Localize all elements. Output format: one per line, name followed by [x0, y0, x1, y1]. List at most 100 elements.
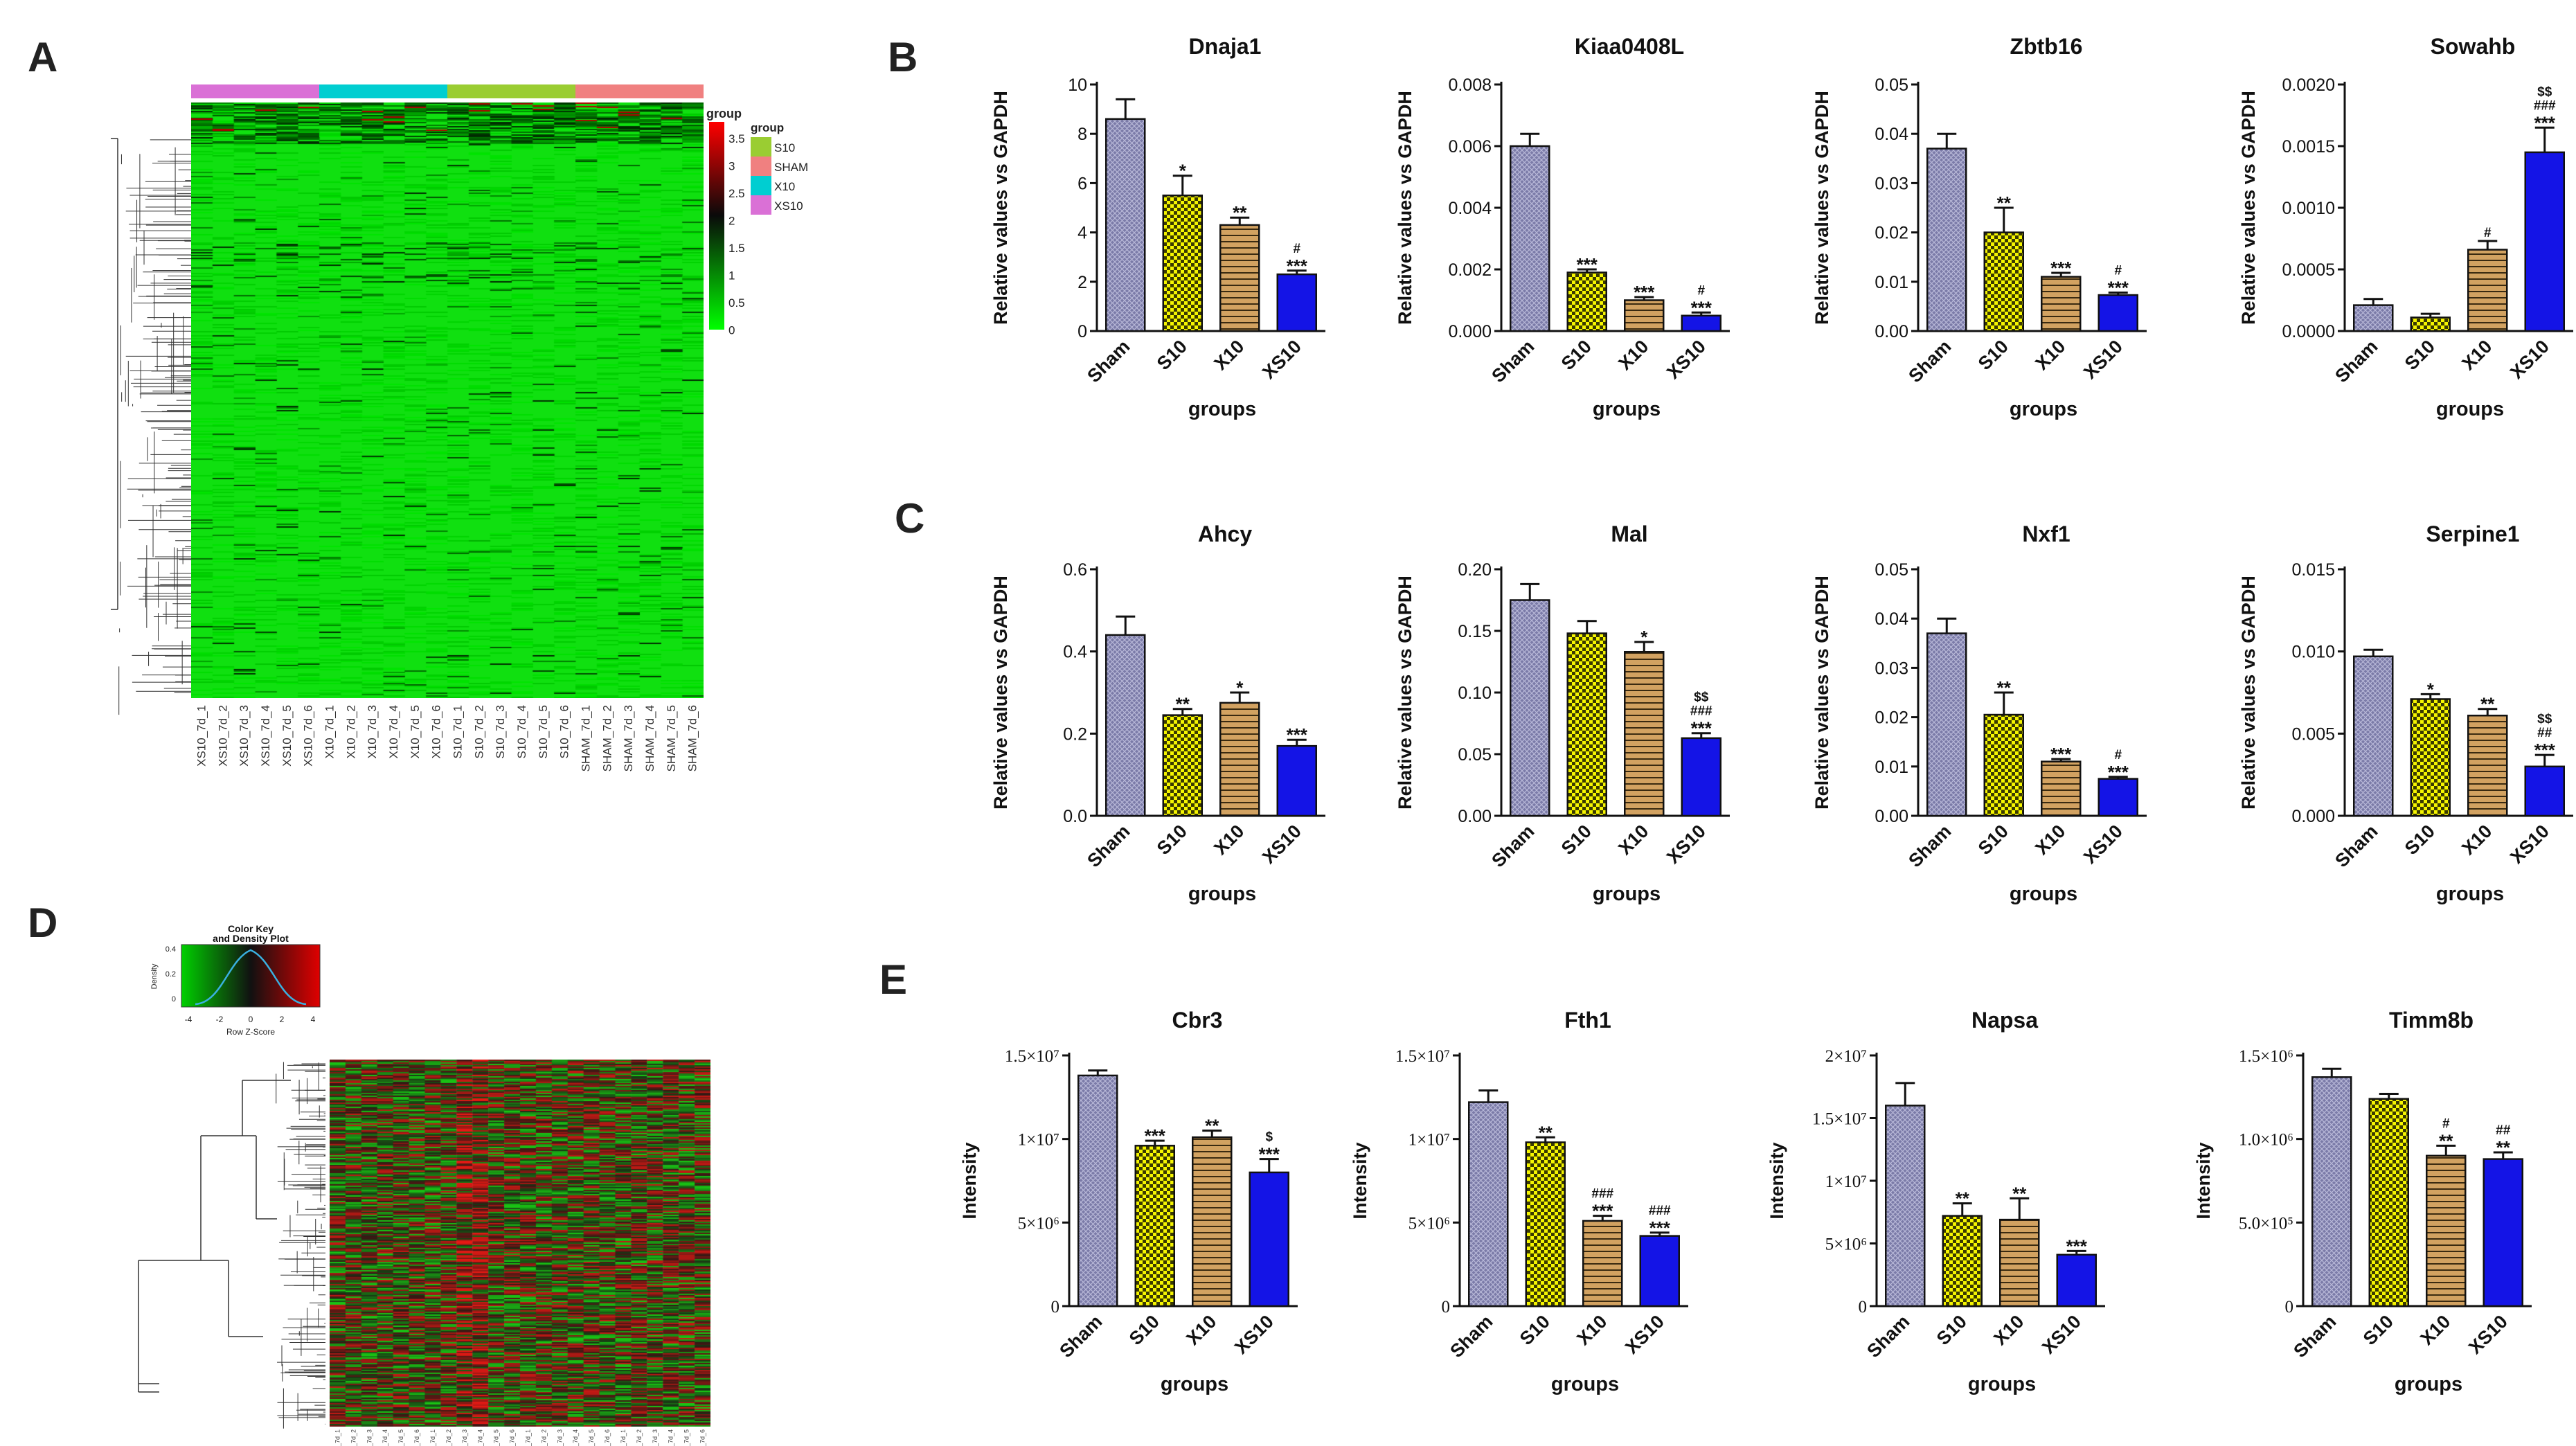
- x-tick-label: Sham: [1904, 336, 1955, 386]
- y-axis-label: Relative values vs GAPDH: [2238, 91, 2259, 325]
- heatmap-d-sample-label: X10_7d_1: [524, 1429, 531, 1446]
- x-tick-label: Sham: [1083, 336, 1134, 386]
- y-tick-label: 1.5×10⁷: [1005, 1047, 1059, 1066]
- significance-mark: ***: [2050, 744, 2072, 765]
- sample-label: S10_7d_1: [451, 705, 464, 759]
- significance-mark: **: [1997, 193, 2012, 213]
- group-bar-segment: [575, 84, 704, 98]
- x-axis-label: groups: [2010, 883, 2077, 905]
- x-axis-label: groups: [2436, 398, 2504, 420]
- density-curve: [195, 949, 307, 1006]
- y-tick-label: 0.04: [1875, 125, 1908, 144]
- x-tick-label: XS10: [1663, 336, 1710, 383]
- heatmap-d-sample-label: XS10_7d_5: [683, 1429, 690, 1446]
- legend-swatch: [751, 157, 771, 176]
- heatmap-d-sample-label: S10_7d_1: [334, 1429, 341, 1446]
- y-tick-label: 0.0015: [2282, 137, 2335, 157]
- key-x-tick: -4: [185, 1015, 193, 1024]
- significance-mark: ***: [1691, 297, 1712, 318]
- x-tick-label: XS10: [1258, 821, 1305, 868]
- significance-mark: **: [2012, 1183, 2027, 1204]
- y-tick-label: 6: [1077, 174, 1087, 193]
- heatmap-d-sample-label: X10_7d_6: [604, 1429, 611, 1446]
- bar-x10: [1192, 1136, 1233, 1307]
- chart-timm8b: Timm8b 0 5.0×10⁵ 1.0×10⁶ 1.5×10⁶ Intensity Sha…: [2193, 1008, 2532, 1395]
- chart-mal: Mal 0.00 0.05 0.10 0.15 0.20 Relative values v…: [1395, 521, 1730, 905]
- panel-label-a: A: [28, 34, 58, 80]
- y-axis-label: Intensity: [2193, 1142, 2214, 1219]
- x-tick-label: XS10: [2079, 336, 2127, 383]
- y-tick-label: 0.002: [1448, 260, 1492, 280]
- y-axis-label: Relative values vs GAPDH: [2238, 575, 2259, 810]
- sample-label: S10_7d_5: [537, 705, 550, 759]
- heatmap-d-sample-label: S10_7d_5: [397, 1429, 404, 1446]
- y-tick-label: 0.01: [1875, 273, 1908, 292]
- y-tick-label: 0: [1859, 1298, 1868, 1316]
- bar-s10: [1566, 271, 1607, 332]
- significance-mark: **: [1997, 677, 2012, 698]
- x-tick-label: S10: [2359, 1311, 2397, 1349]
- group-bar-label: group: [706, 107, 742, 120]
- heatmap-a-matrix: [191, 102, 704, 698]
- bar-x10: [2041, 276, 2082, 332]
- chart-kiaa0408l: Kiaa0408L 0.000 0.002 0.004 0.006 0.008 Relati…: [1395, 34, 1730, 420]
- y-tick-label: 1.5×10⁶: [2239, 1047, 2293, 1066]
- x-tick-label: XS10: [1231, 1311, 1278, 1358]
- significance-mark: $: [1265, 1130, 1273, 1145]
- y-tick-label: 0.02: [1875, 708, 1908, 728]
- scale-tick-label: 0.5: [728, 296, 745, 310]
- x-axis-label: groups: [1551, 1373, 1619, 1395]
- chart-title: Sowahb: [2431, 34, 2516, 59]
- y-axis-label: Intensity: [959, 1142, 980, 1219]
- bar-sham: [2353, 655, 2394, 817]
- bar-xs10: [2098, 294, 2138, 332]
- significance-mark: ***: [1691, 718, 1712, 739]
- legend-entry: S10: [774, 141, 795, 154]
- significance-mark: ***: [2108, 277, 2129, 298]
- x-tick-label: XS10: [1258, 336, 1305, 383]
- y-tick-label: 0.4: [1063, 643, 1087, 662]
- x-tick-label: S10: [2401, 821, 2439, 859]
- significance-mark: #: [2114, 748, 2122, 762]
- y-tick-label: 2×10⁷: [1825, 1047, 1867, 1066]
- bar-s10: [1942, 1215, 1983, 1307]
- x-tick-label: Sham: [2289, 1311, 2340, 1362]
- chart-title: Serpine1: [2426, 521, 2519, 546]
- bar-sham: [1105, 634, 1146, 817]
- x-tick-label: X10: [1182, 1311, 1220, 1349]
- x-axis-label: groups: [1188, 398, 1256, 420]
- y-tick-label: 0.04: [1875, 609, 1908, 629]
- x-tick-label: Sham: [1904, 821, 1955, 871]
- y-axis-label: Relative values vs GAPDH: [1812, 91, 1832, 325]
- x-tick-label: XS10: [2079, 821, 2127, 868]
- x-tick-label: S10: [1153, 821, 1191, 859]
- heatmap-d-sample-label: XS10_7d_2: [636, 1429, 643, 1446]
- heatmap-a: group 3.5 3 2.5 2 1.5 1 0.5 0 group S10 SHAM X10 XS10…: [111, 84, 808, 771]
- key-y-tick: 0.4: [166, 945, 176, 954]
- heatmap-d-sample-label: SHAM_7d_1: [429, 1429, 436, 1446]
- sample-label: XS10_7d_3: [238, 705, 251, 767]
- dendrogram-root: [111, 138, 118, 610]
- y-tick-label: 0.15: [1458, 622, 1492, 641]
- chart-title: Zbtb16: [2010, 34, 2083, 59]
- y-tick-label: 0.10: [1458, 684, 1492, 703]
- y-axis-label: Relative values vs GAPDH: [990, 575, 1011, 810]
- y-tick-label: 0.006: [1448, 137, 1492, 157]
- x-tick-label: Sham: [2331, 336, 2381, 386]
- bar-xs10: [1276, 744, 1317, 817]
- x-axis-label: groups: [1968, 1373, 2036, 1395]
- dendrogram-d-main: [138, 1080, 291, 1393]
- significance-mark: **: [1176, 694, 1190, 715]
- y-tick-label: 1.5×10⁷: [1812, 1110, 1867, 1129]
- bar-x10: [2467, 714, 2508, 817]
- significance-mark: *: [1179, 161, 1187, 181]
- sample-label: S10_7d_3: [494, 705, 507, 759]
- sample-label: S10_7d_6: [558, 705, 571, 759]
- legend-entry: SHAM: [774, 161, 808, 174]
- y-tick-label: 0.20: [1458, 560, 1492, 580]
- heatmap-d-sample-label: X10_7d_5: [588, 1429, 595, 1446]
- x-tick-label: XS10: [2506, 821, 2553, 868]
- chart-nxf1: Nxf1 0.00 0.01 0.02 0.03 0.04 0.05 Relative val…: [1812, 521, 2147, 905]
- scale-tick-label: 2.5: [728, 187, 745, 200]
